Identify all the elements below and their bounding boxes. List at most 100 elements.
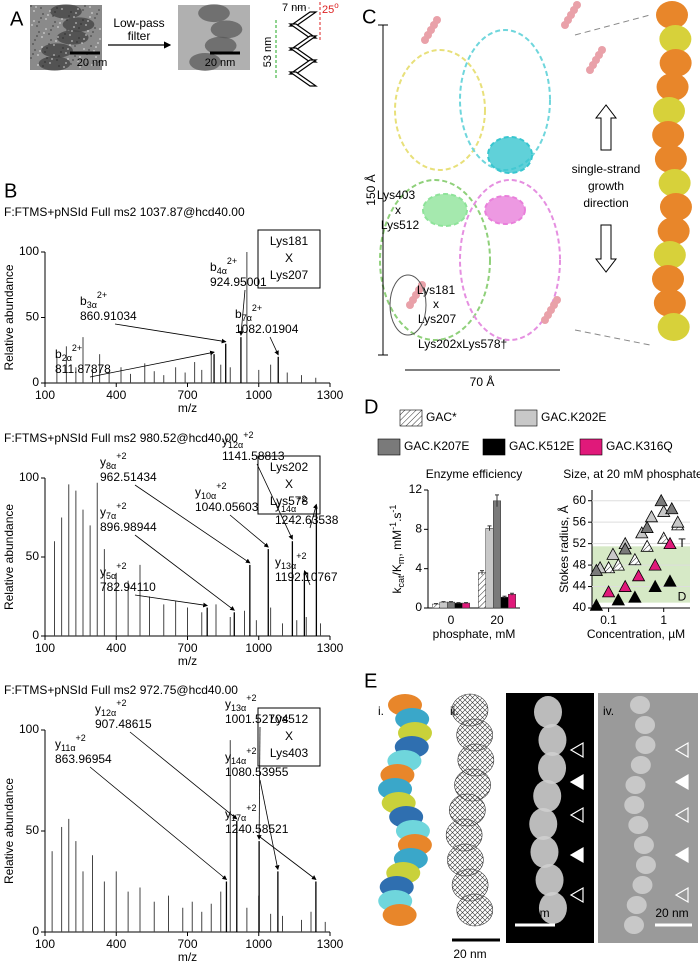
scale-bar-label: 20 nm (655, 906, 688, 920)
decoration (309, 503, 318, 529)
decoration (659, 193, 692, 221)
x-tick-label: 1 (660, 613, 667, 627)
decoration (79, 66, 81, 68)
ion-name: y (225, 750, 231, 764)
ion-mz: 782.94110 (100, 580, 156, 594)
decoration (65, 62, 67, 64)
x-tick-label: 1300 (317, 937, 344, 951)
angle-value: 25 (322, 4, 334, 16)
decoration (38, 56, 71, 71)
decoration (69, 34, 71, 36)
y-tick-label: 52 (573, 536, 587, 550)
decoration (628, 816, 649, 834)
decoration (61, 8, 63, 10)
decoration (83, 48, 85, 50)
decoration (62, 47, 64, 49)
ion-sub: 13α (231, 703, 246, 713)
chart-title: Enzyme efficiency (426, 467, 523, 481)
decoration (92, 31, 94, 33)
ion-sup: 2+ (227, 256, 237, 266)
decoration (36, 25, 38, 27)
ion-sup: 2+ (252, 303, 262, 313)
decoration (54, 11, 56, 13)
sub-panel-label: iii. (510, 704, 521, 718)
decoration (67, 48, 69, 50)
decoration (50, 4, 82, 19)
ion-name: y (95, 702, 101, 716)
crosslink-label: x (433, 297, 439, 311)
decoration (69, 44, 71, 46)
decoration (68, 15, 70, 17)
x-tick-label: 0 (448, 613, 455, 627)
decoration (659, 49, 692, 77)
decoration (52, 25, 54, 27)
pitch-label: 53 nm (262, 37, 274, 68)
x-tick-label: 100 (35, 937, 55, 951)
ion-sup: +2 (246, 746, 256, 756)
decoration (74, 55, 76, 57)
scale-bar-label: 20 nm (205, 57, 236, 69)
bar (493, 500, 501, 609)
legend-swatch (579, 438, 603, 456)
ion-name: y (275, 555, 281, 569)
decoration (30, 5, 32, 7)
decoration (99, 28, 101, 30)
crosslink-label: Lys512 (270, 712, 309, 726)
panel-label: A (10, 8, 24, 30)
ion-label: y13α+2 (275, 551, 306, 571)
panel-label: E (364, 670, 377, 692)
decoration (88, 49, 90, 51)
y-tick-label: 40 (573, 600, 587, 614)
point (654, 493, 668, 507)
panel-label: C (362, 6, 376, 28)
y-tick-label: 50 (26, 549, 40, 563)
decoration (87, 20, 89, 22)
x-tick-label: 20 (490, 613, 504, 627)
decoration (85, 34, 87, 36)
legend-label: GAC.K316Q (606, 439, 673, 453)
decoration (83, 38, 85, 40)
spectrum-title: F:FTMS+pNSId Full ms2 972.75@hcd40.00 (4, 683, 238, 697)
decoration (624, 796, 645, 814)
decoration (61, 18, 63, 20)
angle-label: 25o (322, 1, 339, 16)
decoration (189, 52, 221, 71)
decoration (134, 534, 235, 611)
x-tick-label: 100 (35, 388, 55, 402)
point (611, 558, 625, 571)
decoration (75, 22, 77, 24)
point (628, 590, 642, 603)
crosslink-label: Lys202 (270, 460, 309, 474)
decoration (72, 59, 74, 61)
ion-sub: 7α (242, 313, 252, 323)
y-tick-label: 50 (26, 823, 40, 837)
point (606, 547, 620, 560)
x-axis-label: m/z (178, 654, 197, 668)
decoration (389, 274, 427, 336)
decoration (56, 59, 58, 61)
ion-sub: 12α (228, 440, 243, 450)
bar (485, 528, 494, 609)
decoration (303, 570, 311, 586)
decoration (76, 41, 78, 43)
decoration (594, 104, 618, 151)
crosslink-label: X (285, 477, 293, 491)
width-label: 70 Å (470, 374, 495, 389)
filter-label: filter (128, 29, 151, 43)
decoration (574, 329, 651, 346)
ion-mz: 1082.01904 (235, 322, 299, 336)
ion-name: b (235, 307, 242, 321)
decoration (71, 30, 73, 32)
x-axis-label: m/z (178, 401, 197, 415)
decoration (98, 61, 100, 63)
y-axis-label: Relative abundance (2, 778, 16, 884)
decoration (134, 594, 208, 608)
point (663, 536, 677, 550)
x-tick-label: 0.1 (600, 613, 617, 627)
decoration (58, 65, 60, 67)
decoration (569, 846, 584, 864)
decoration (658, 169, 691, 197)
legend-swatch (482, 438, 506, 456)
ion-sub: 11α (61, 743, 76, 753)
